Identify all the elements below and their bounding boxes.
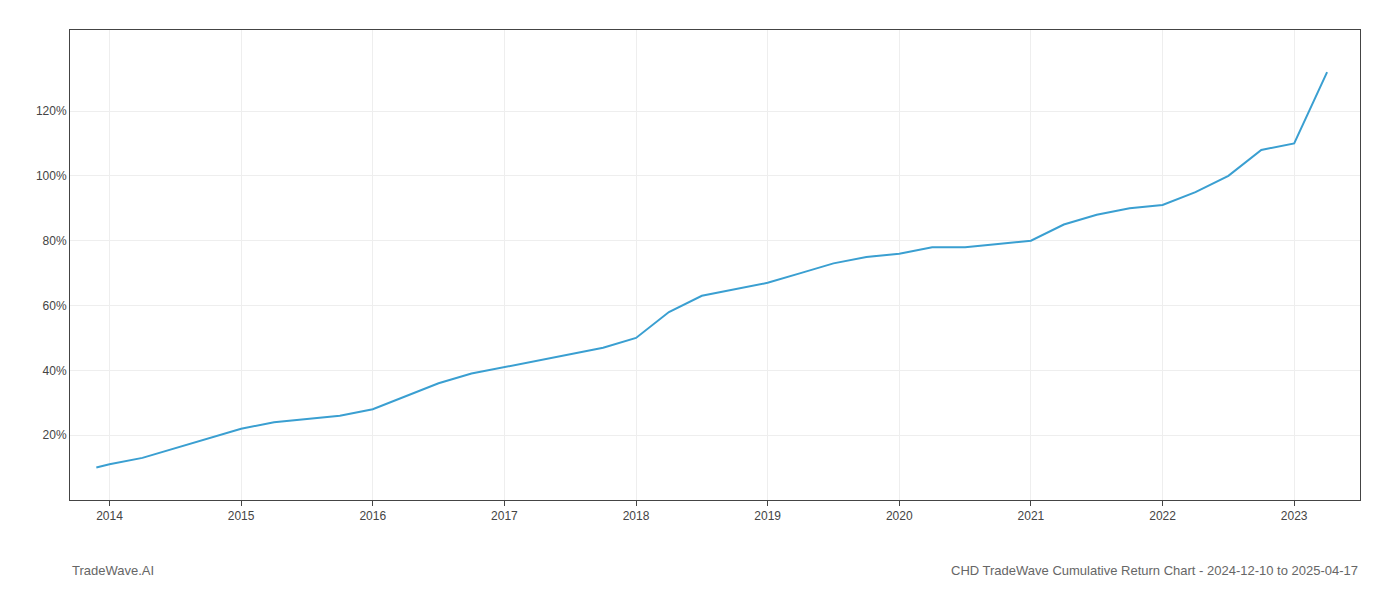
svg-text:2023: 2023 <box>1281 509 1308 523</box>
svg-text:2018: 2018 <box>623 509 650 523</box>
svg-text:2017: 2017 <box>491 509 518 523</box>
svg-text:120%: 120% <box>36 104 67 118</box>
svg-text:TradeWave.AI: TradeWave.AI <box>72 563 154 578</box>
svg-text:2015: 2015 <box>228 509 255 523</box>
svg-text:2019: 2019 <box>754 509 781 523</box>
svg-text:80%: 80% <box>43 234 67 248</box>
svg-text:2014: 2014 <box>96 509 123 523</box>
svg-text:CHD TradeWave Cumulative Retur: CHD TradeWave Cumulative Return Chart - … <box>951 563 1358 578</box>
svg-text:2022: 2022 <box>1149 509 1176 523</box>
svg-text:20%: 20% <box>43 428 67 442</box>
svg-text:60%: 60% <box>43 299 67 313</box>
svg-text:2021: 2021 <box>1018 509 1045 523</box>
svg-text:2020: 2020 <box>886 509 913 523</box>
svg-text:2016: 2016 <box>359 509 386 523</box>
svg-text:40%: 40% <box>43 364 67 378</box>
svg-text:100%: 100% <box>36 169 67 183</box>
